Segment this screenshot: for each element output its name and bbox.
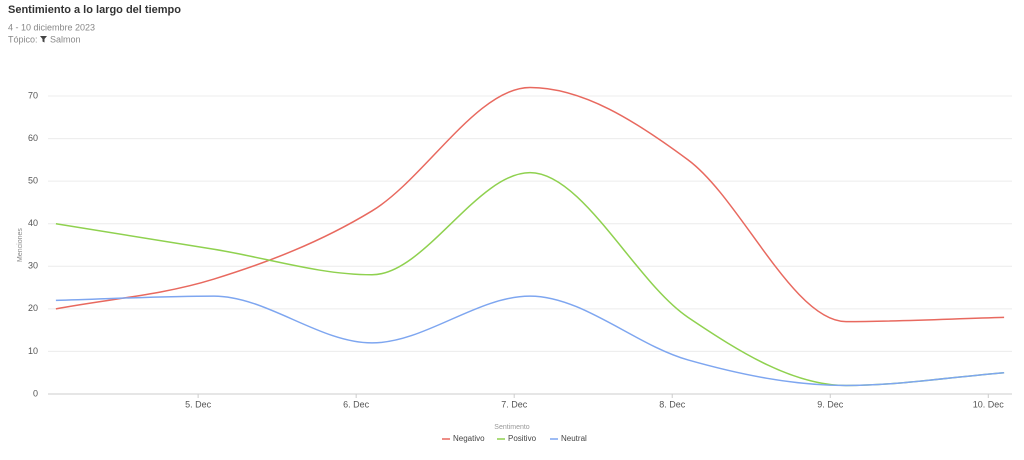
x-tick-label: 9. Dec [817, 399, 844, 409]
filter-label: Tópico: [8, 34, 38, 44]
y-axis-title: Menciones [17, 228, 24, 262]
subtitle: 4 - 10 diciembre 2023 [8, 22, 95, 32]
line [55, 86, 1005, 323]
filter-value: Salmon [50, 34, 81, 44]
legend-label: Negativo [453, 434, 485, 443]
y-tick-label: 0 [33, 388, 38, 398]
y-tick-label: 60 [28, 133, 38, 143]
x-tick-label: 8. Dec [659, 399, 686, 409]
y-tick-label: 20 [28, 303, 38, 313]
legend-label: Positivo [508, 434, 537, 443]
y-tick-label: 30 [28, 261, 38, 271]
y-tick-label: 50 [28, 176, 38, 186]
x-tick-label: 10. Dec [973, 399, 1005, 409]
line [55, 295, 1005, 387]
legend-title: Sentimento [494, 424, 530, 431]
x-tick-label: 6. Dec [343, 399, 370, 409]
legend-label: Neutral [561, 434, 587, 443]
x-tick-label: 5. Dec [185, 399, 212, 409]
chart-title: Sentimiento a lo largo del tiempo [8, 4, 181, 16]
x-tick-label: 7. Dec [501, 399, 528, 409]
line [55, 171, 1005, 387]
filter-icon [40, 36, 47, 43]
y-tick-label: 40 [28, 218, 38, 228]
y-tick-label: 10 [28, 346, 38, 356]
y-tick-label: 70 [28, 90, 38, 100]
